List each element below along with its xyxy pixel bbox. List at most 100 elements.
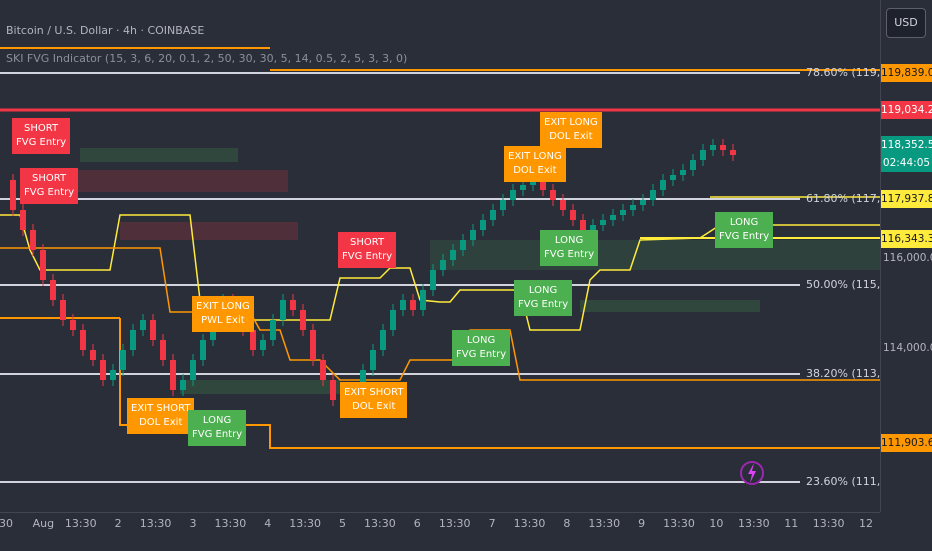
price-tag-yellow: 116,343.34: [881, 230, 932, 248]
candle-body: [170, 360, 176, 390]
candle-body: [710, 145, 716, 150]
candle-body: [720, 145, 726, 150]
candle-body: [110, 370, 116, 380]
candle-body: [580, 220, 586, 230]
candle-body: [660, 180, 666, 190]
bear-fvg-box: [60, 170, 288, 192]
candle-body: [430, 270, 436, 290]
candle-body: [480, 220, 486, 230]
candle-body: [250, 330, 256, 350]
time-axis-label: 6: [413, 517, 421, 530]
bear-fvg-box: [120, 222, 298, 240]
candle-body: [670, 175, 676, 180]
candle-body: [510, 190, 516, 200]
candle-body: [370, 350, 376, 370]
time-axis-label: 12: [859, 517, 873, 530]
indicator-title[interactable]: SKI FVG Indicator (15, 3, 6, 20, 0.1, 2,…: [6, 52, 408, 65]
candle-body: [610, 215, 616, 220]
candle-body: [630, 205, 636, 210]
candle-body: [460, 240, 466, 250]
bull-fvg-box: [430, 240, 880, 270]
candle-body: [360, 370, 366, 390]
time-axis-label: 11: [784, 517, 799, 530]
time-axis-label: 5: [339, 517, 347, 530]
price-tag-yellow: 117,937.89: [881, 190, 932, 208]
price-tag-red: 119,034.21: [881, 101, 932, 119]
candle-body: [410, 300, 416, 310]
time-axis-label: 13:30: [663, 517, 695, 530]
long-entry-signal: LONG FVG Entry: [452, 330, 511, 366]
bull-fvg-box: [80, 148, 238, 162]
candle-body: [650, 190, 656, 200]
candle-body: [450, 250, 456, 260]
candle-body: [90, 350, 96, 360]
candle-body: [550, 190, 556, 200]
candle-body: [130, 330, 136, 350]
price-scale[interactable]: [880, 0, 932, 512]
long-entry-signal: LONG FVG Entry: [540, 230, 599, 266]
candle-body: [140, 320, 146, 330]
candle-body: [290, 300, 296, 310]
bull-fvg-box: [580, 300, 760, 312]
time-axis-label: 13:30: [438, 517, 471, 530]
exit-signal: EXIT SHORT DOL Exit: [340, 382, 408, 418]
time-axis-label: 13:30: [812, 517, 845, 530]
time-axis[interactable]: [0, 512, 880, 551]
candle-body: [330, 380, 336, 400]
candle-body: [690, 160, 696, 170]
candle-body: [20, 210, 26, 230]
candle-body: [100, 360, 106, 380]
candle-body: [640, 200, 646, 205]
long-entry-signal: LONG FVG Entry: [514, 280, 573, 316]
candle-body: [280, 300, 286, 320]
time-axis-label: 13:30: [737, 517, 770, 530]
price-tag-orange: 111,903.68: [881, 434, 932, 452]
candle-body: [300, 310, 306, 330]
currency-button[interactable]: USD: [886, 8, 926, 38]
orange-level-bottom2: [119, 318, 880, 449]
time-axis-label: 4: [264, 517, 272, 530]
candle-body: [10, 180, 16, 210]
candle-body: [70, 320, 76, 330]
long-entry-signal: LONG FVG Entry: [188, 410, 247, 446]
price-tag-orange: 119,839.00: [881, 64, 932, 82]
candle-body: [560, 200, 566, 210]
symbol-title[interactable]: Bitcoin / U.S. Dollar · 4h · COINBASE: [6, 24, 205, 37]
time-axis-label: 7: [488, 517, 496, 530]
price-axis-label: 116,000.00: [883, 252, 932, 264]
candle-body: [380, 330, 386, 350]
time-axis-label: 13:30: [214, 517, 247, 530]
candle-body: [260, 340, 266, 350]
candle-body: [180, 380, 186, 390]
exit-signal: EXIT LONG DOL Exit: [504, 146, 566, 182]
yellow-trail-line: [0, 214, 880, 331]
exit-signal: EXIT LONG DOL Exit: [540, 112, 602, 148]
candle-body: [310, 330, 316, 360]
candle-body: [160, 340, 166, 360]
candle-body: [60, 300, 66, 320]
time-axis-label: 13:30: [139, 517, 172, 530]
candle-body: [470, 230, 476, 240]
candle-body: [400, 300, 406, 310]
candle-body: [270, 320, 276, 340]
time-axis-label: 10: [709, 517, 724, 530]
exit-signal: EXIT LONG PWL Exit: [192, 296, 254, 332]
lightning-logo-icon[interactable]: [740, 458, 764, 488]
candle-body: [80, 330, 86, 350]
bull-fvg-box: [180, 380, 340, 394]
chart-pane[interactable]: [0, 0, 880, 512]
candle-body: [50, 280, 56, 300]
candle-body: [120, 350, 126, 370]
long-entry-signal: LONG FVG Entry: [715, 212, 774, 248]
exit-signal: EXIT SHORT DOL Exit: [127, 398, 195, 434]
short-entry-signal: SHORT FVG Entry: [12, 118, 71, 154]
candle-body: [150, 320, 156, 340]
candle-body: [500, 200, 506, 210]
time-axis-label: 2: [114, 517, 122, 530]
candle-body: [520, 185, 526, 190]
candle-body: [200, 340, 206, 360]
candle-body: [390, 310, 396, 330]
candle-body: [730, 150, 736, 155]
chart-canvas[interactable]: [0, 0, 880, 512]
price-axis-label: 114,000.00: [883, 342, 932, 354]
